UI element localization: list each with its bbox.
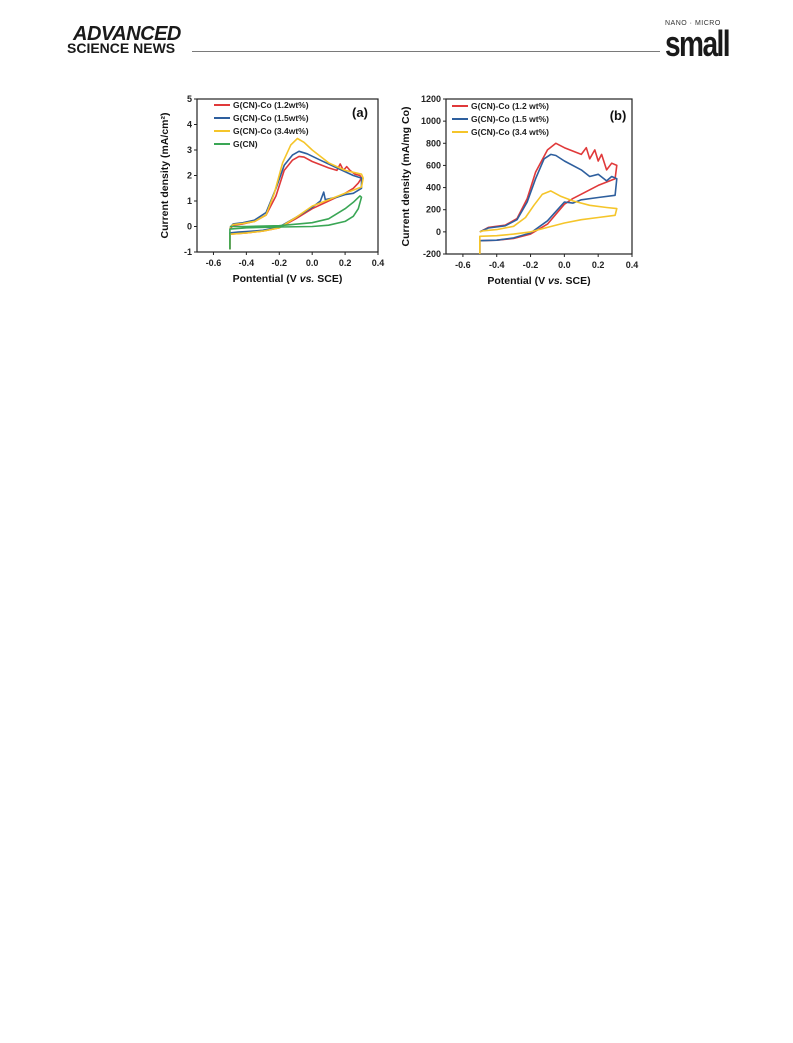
chart-panel-a: -0.6 -0.4 -0.2 0.0 0.2 0.4 -1 0 1 2 3 4 5 G(CN)-Co (1… [159,94,384,285]
y-tick-label: 600 [426,160,441,170]
legend-entry: G(CN)-Co (1.5 wt%) [471,114,549,124]
x-tick-label: -0.6 [206,258,222,268]
brand-advanced: ADVANCED [73,23,181,45]
header-rule [192,51,660,52]
y-axis-label: Current density (mA/cm²) [159,112,171,238]
brand-science-news: SCIENCE NEWS [67,40,176,56]
x-tick-label: -0.6 [455,260,471,270]
y-tick-label: -200 [423,249,441,259]
y-tick-label: -1 [184,247,192,257]
x-axis-label: Pontential (V vs. SCE) [233,273,343,285]
series-line [479,190,618,254]
y-tick-label: 4 [187,120,192,130]
y-tick-label: 0 [436,227,441,237]
y-tick-label: 5 [187,94,192,104]
y-tick-label: 3 [187,145,192,155]
x-tick-label: 0.4 [626,260,639,270]
series-line [479,142,618,254]
y-tick-label: 200 [426,205,441,215]
y-tick-label: 400 [426,183,441,193]
y-tick-label: 1000 [421,116,441,126]
legend-entry: G(CN)-Co (3.4wt%) [233,126,309,136]
journal-logo: small [665,23,731,64]
x-tick-label: 0.0 [558,260,571,270]
x-tick-label: -0.2 [272,258,288,268]
y-tick-label: 1200 [421,94,441,104]
plot-frame [445,98,633,255]
legend-entry: G(CN)-Co (1.2wt%) [233,100,309,110]
series-line [229,195,363,250]
y-tick-label: 0 [187,222,192,232]
journal-kicker: NANO · MICRO [665,20,721,27]
x-tick-label: 0.0 [306,258,319,268]
x-tick-label: 0.2 [592,260,605,270]
x-tick-label: 0.2 [339,258,352,268]
legend-entry: G(CN) [233,139,258,149]
x-tick-label: -0.2 [523,260,539,270]
journal-header: ADVANCED SCIENCE NEWS NANO · MICRO small [0,0,793,64]
y-tick-label: 2 [187,171,192,181]
x-tick-label: -0.4 [239,258,255,268]
legend-entry: G(CN)-Co (1.2 wt%) [471,101,549,111]
y-tick-label: 800 [426,138,441,148]
legend-entry: G(CN)-Co (1.5wt%) [233,113,309,123]
y-tick-label: 1 [187,196,192,206]
x-axis-label: Potential (V vs. SCE) [487,275,590,287]
x-tick-label: -0.4 [489,260,505,270]
chart-panel-b: -0.6 -0.4 -0.2 0.0 0.2 0.4 -200 0 200 400 600 800 10… [400,94,638,287]
y-axis-label: Current density (mA/mg Co) [400,106,412,246]
panel-label: (b) [610,108,627,123]
series-line [229,137,364,250]
legend-entry: G(CN)-Co (3.4 wt%) [471,127,549,137]
x-tick-label: 0.4 [372,258,385,268]
series-line [479,153,618,254]
panel-label: (a) [352,105,368,120]
